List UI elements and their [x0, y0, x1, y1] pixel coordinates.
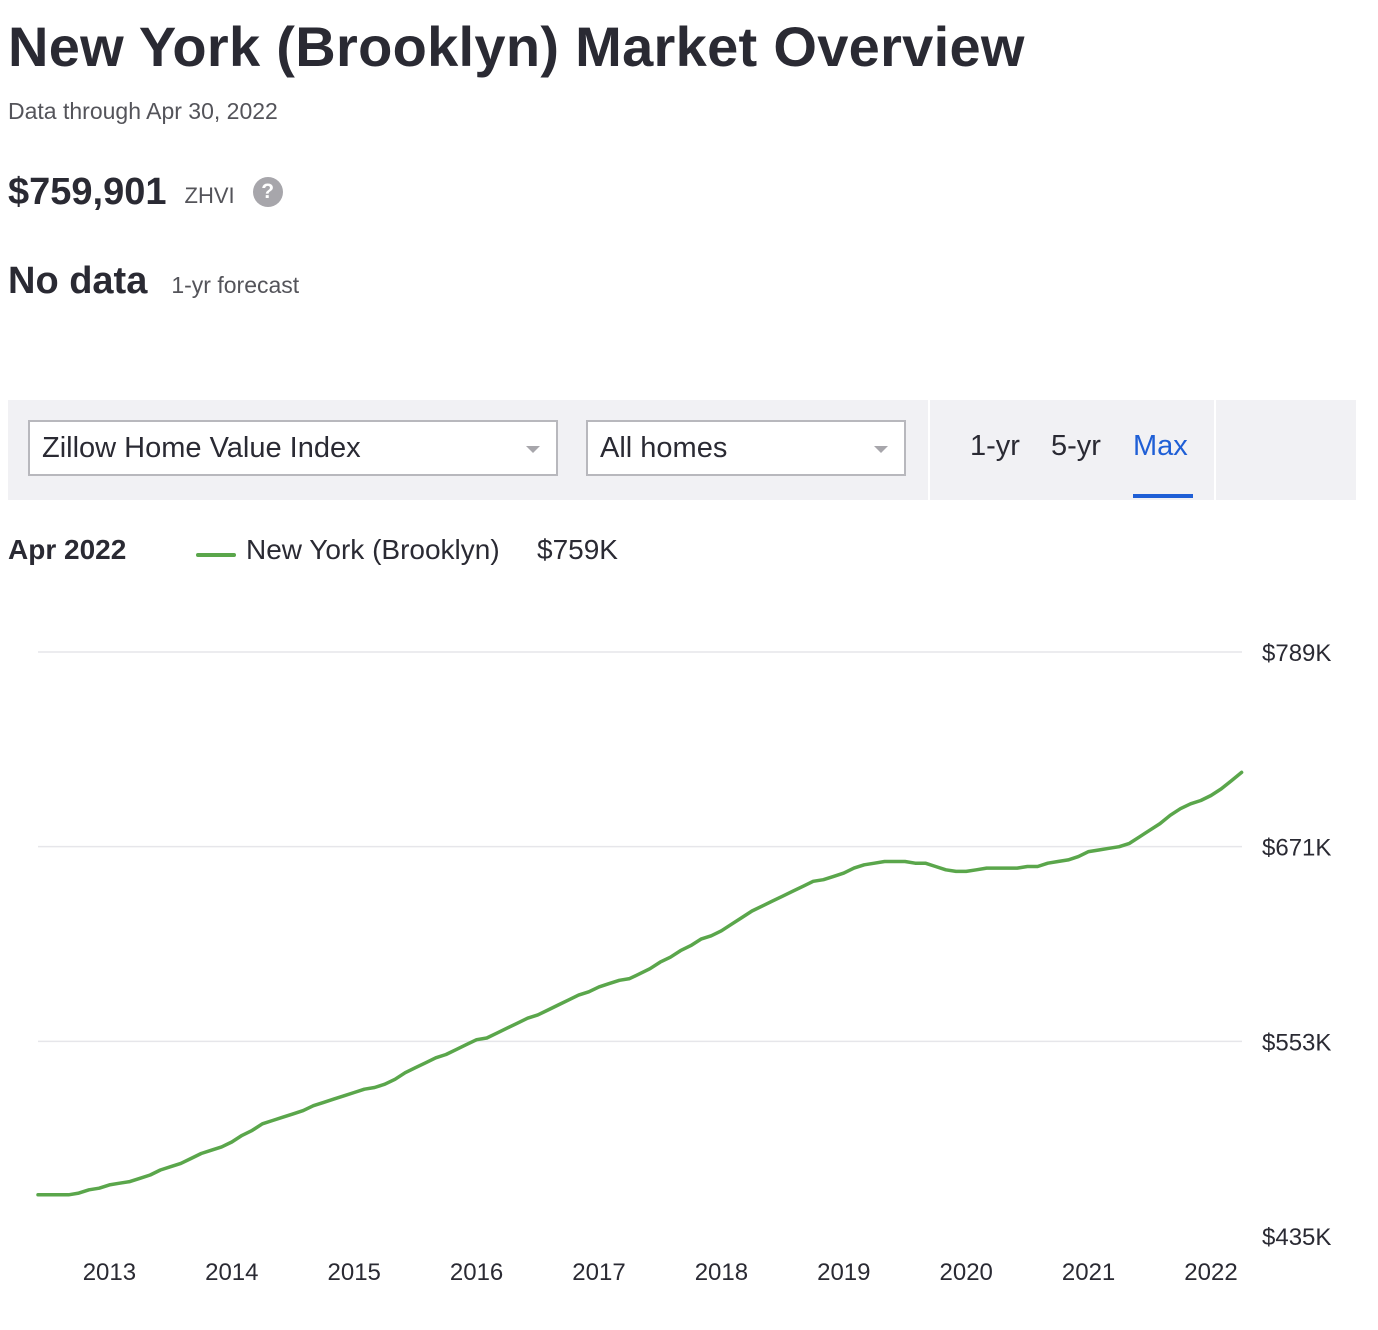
- home-type-select-value: All homes: [600, 431, 728, 464]
- chevron-down-icon: [874, 446, 888, 453]
- legend-swatch: [196, 553, 236, 557]
- zhvi-summary: $759,901 ZHVI ?: [8, 168, 283, 216]
- metric-select[interactable]: Zillow Home Value Index: [28, 420, 558, 476]
- x-tick-label: 2017: [572, 1259, 625, 1286]
- x-tick-label: 2019: [817, 1259, 870, 1286]
- x-tick-label: 2022: [1184, 1259, 1237, 1286]
- tab-max[interactable]: Max: [1133, 430, 1188, 462]
- zhvi-label: ZHVI: [184, 183, 235, 208]
- x-tick-label: 2013: [83, 1259, 136, 1286]
- x-tick-label: 2015: [328, 1259, 381, 1286]
- y-tick-label: $671K: [1262, 835, 1331, 862]
- forecast-value: No data: [8, 259, 148, 302]
- forecast-summary: No data 1-yr forecast: [8, 256, 299, 306]
- forecast-label: 1-yr forecast: [171, 271, 300, 298]
- series-line: [36, 770, 1244, 1197]
- tab-1-yr[interactable]: 1-yr: [970, 430, 1020, 462]
- x-tick-label: 2020: [940, 1259, 993, 1286]
- x-tick-label: 2018: [695, 1259, 748, 1286]
- data-through-date: Data through Apr 30, 2022: [8, 98, 278, 124]
- chart-controls-bar: Zillow Home Value Index All homes 1-yr 5…: [8, 400, 1356, 500]
- zhvi-value: $759,901: [8, 170, 167, 213]
- legend-date: Apr 2022: [8, 534, 127, 565]
- x-tick-label: 2014: [205, 1259, 258, 1286]
- active-tab-indicator: [1133, 494, 1193, 498]
- legend-series-value: $759K: [537, 534, 618, 565]
- page-title: New York (Brooklyn) Market Overview: [8, 15, 1025, 78]
- home-type-select[interactable]: All homes: [586, 420, 906, 476]
- y-tick-label: $435K: [1262, 1224, 1331, 1251]
- range-tabs: 1-yr 5-yr Max: [928, 400, 1216, 500]
- x-tick-label: 2021: [1062, 1259, 1115, 1286]
- metric-select-value: Zillow Home Value Index: [42, 431, 361, 464]
- y-tick-label: $553K: [1262, 1029, 1331, 1056]
- legend-series-name: New York (Brooklyn): [246, 534, 500, 565]
- chevron-down-icon: [526, 446, 540, 453]
- x-tick-label: 2016: [450, 1259, 503, 1286]
- y-tick-label: $789K: [1262, 640, 1331, 667]
- question-icon[interactable]: ?: [252, 177, 283, 207]
- tab-5-yr[interactable]: 5-yr: [1051, 430, 1101, 462]
